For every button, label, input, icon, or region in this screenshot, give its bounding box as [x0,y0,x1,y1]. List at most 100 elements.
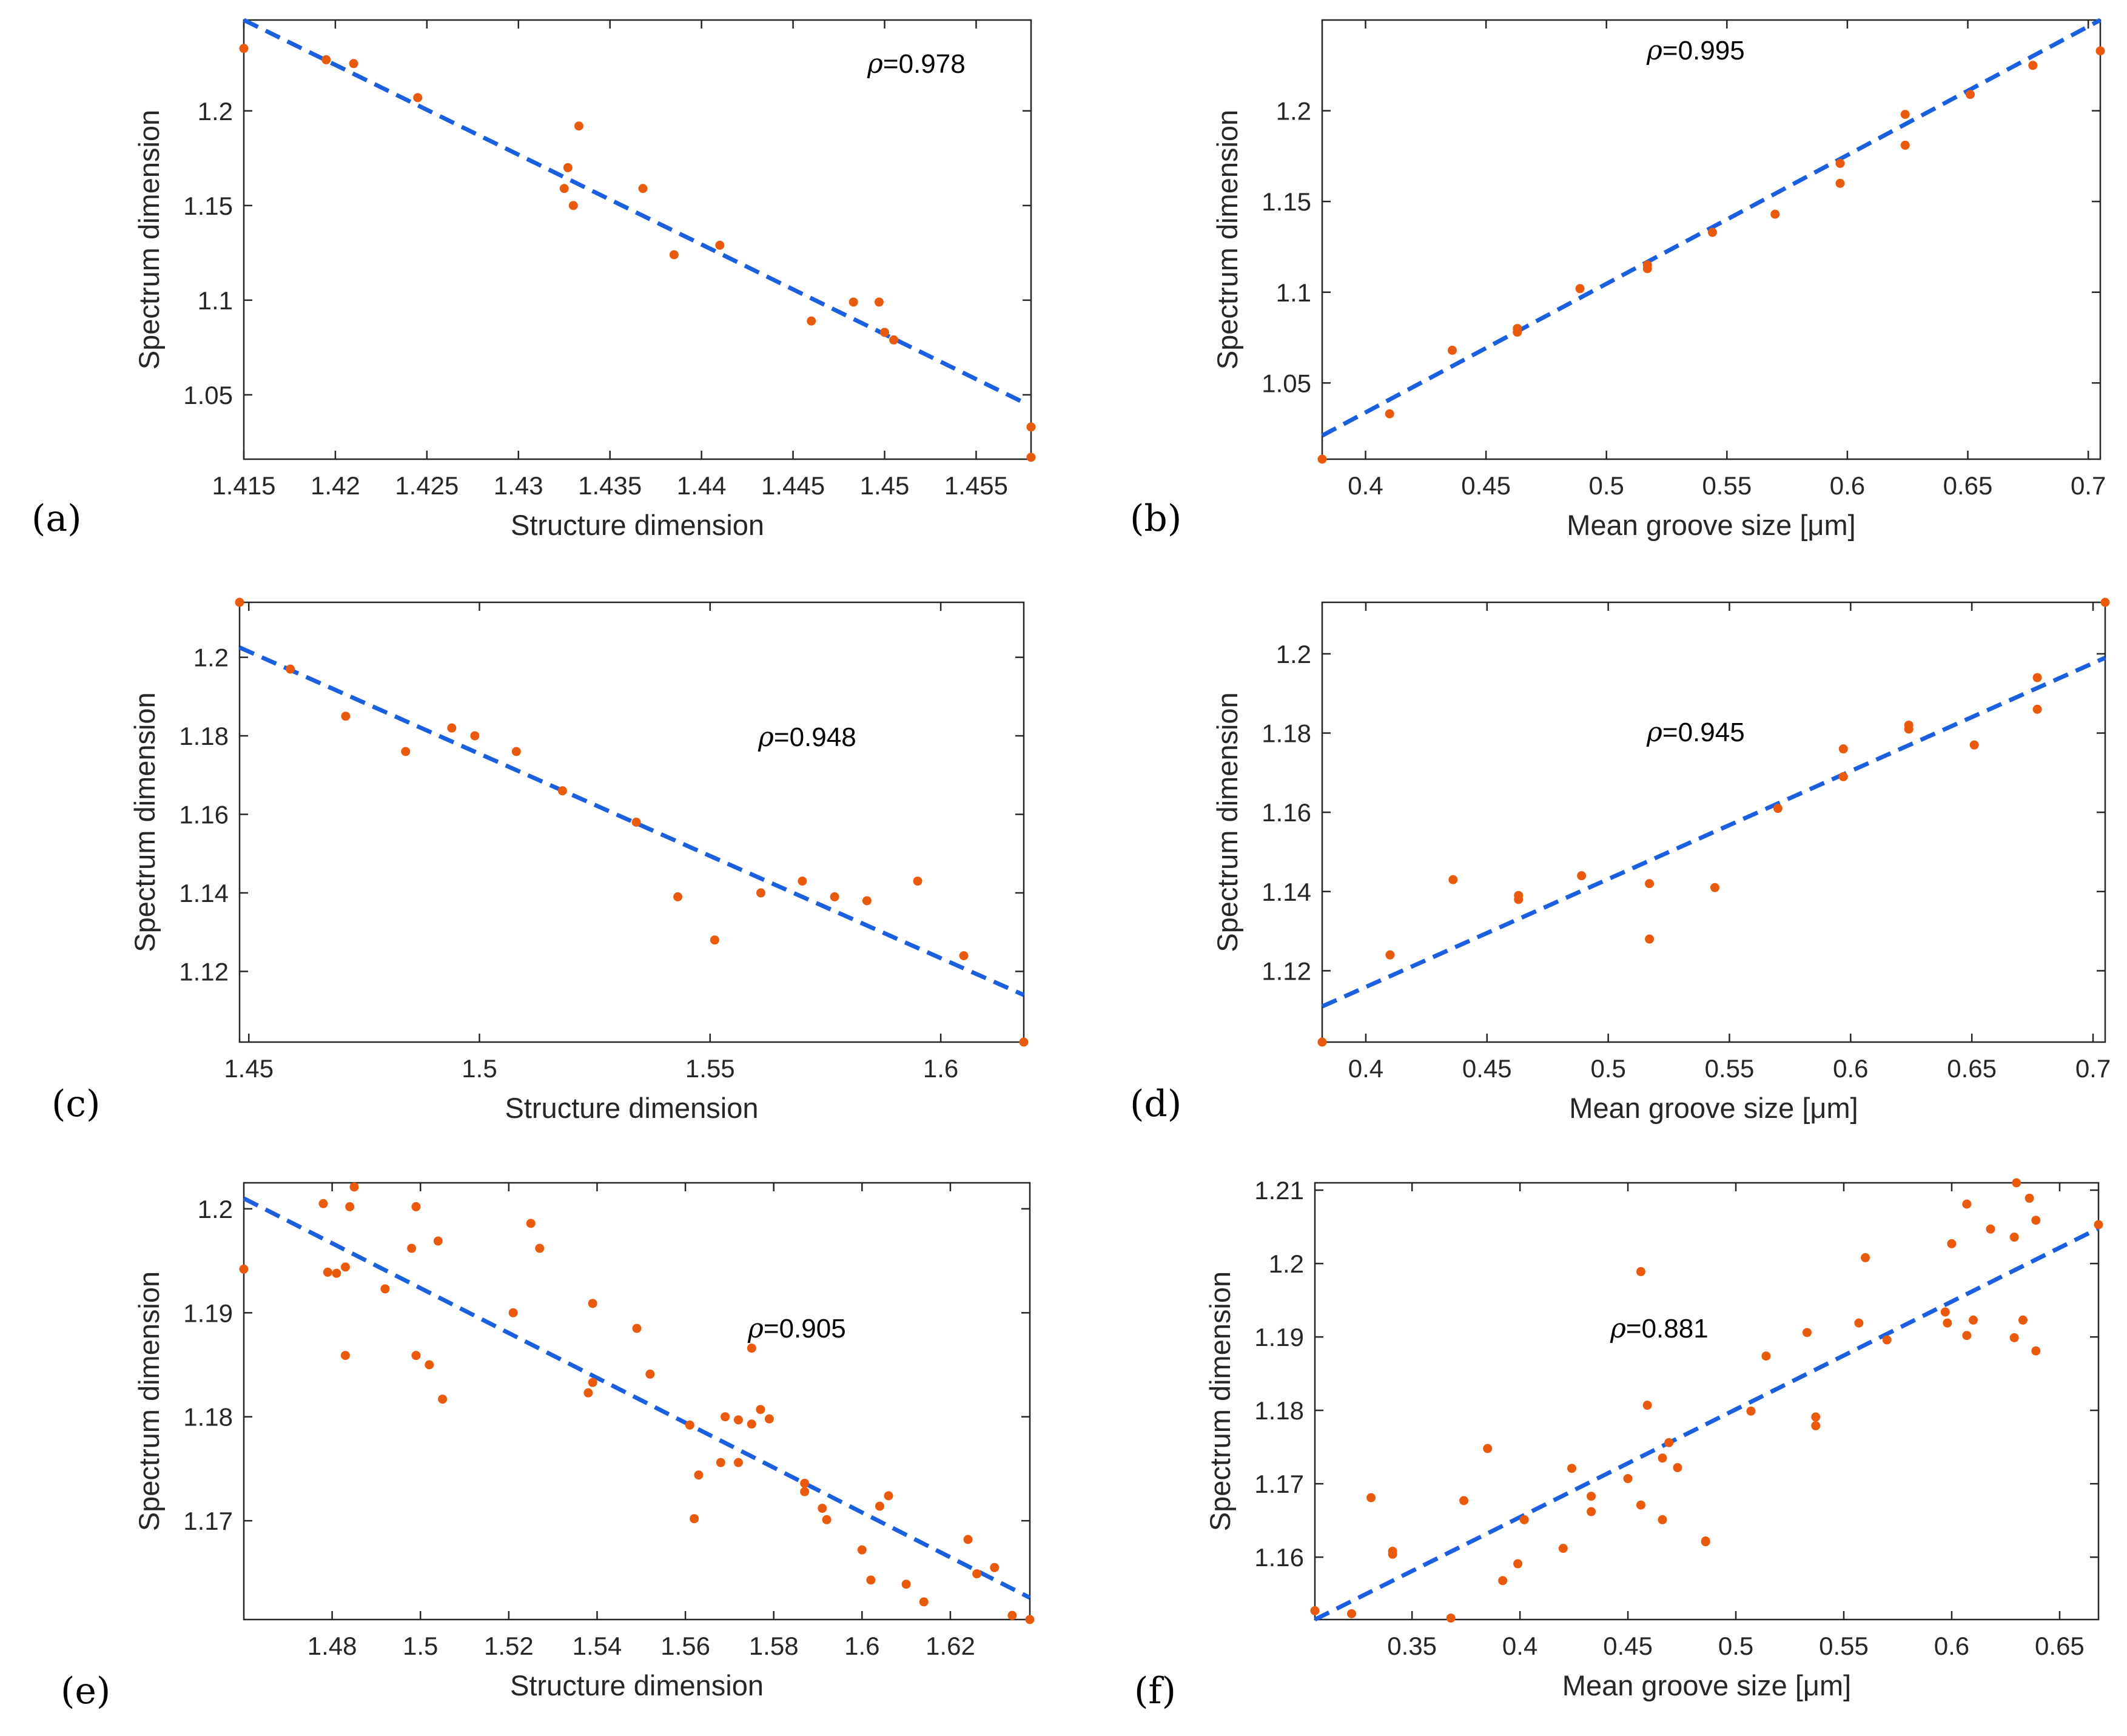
data-point [1835,158,1845,168]
data-point [716,1458,725,1467]
rho-value: =0.948 [774,722,856,752]
data-point [1007,1610,1017,1620]
y-axis-label: Spectrum dimension [133,110,165,369]
rho-value: =0.995 [1662,36,1745,66]
x-tick-label: 0.6 [1934,1632,1969,1660]
y-tick-label: 1.14 [1262,878,1311,906]
y-tick-label: 1.16 [1254,1543,1304,1572]
x-tick-label: 0.6 [1833,1054,1868,1083]
x-tick-label: 1.52 [484,1632,534,1660]
data-point [866,1575,876,1585]
data-point [1966,90,1975,99]
y-tick-label: 1.2 [198,97,233,126]
x-tick-label: 1.5 [403,1632,438,1660]
data-point [715,240,725,250]
data-point [508,1308,518,1317]
data-point [1710,883,1719,892]
data-point [721,1412,730,1422]
data-point [1513,1559,1523,1569]
data-point [901,1580,911,1589]
x-tick-label: 0.5 [1590,1054,1625,1083]
panel-d: 0.4 0.45 0.5 0.55 0.6 0.65 0.7 1.12 1.14 1.16 1.18… [1130,597,2111,1125]
data-point [880,328,890,337]
data-point [818,1504,827,1513]
correlation-annotation: ρ=0.881 [1610,1313,1709,1344]
data-point [349,59,358,69]
data-point [1882,1335,1892,1345]
correlation-annotation: ρ=0.945 [1646,717,1745,748]
data-point [563,163,573,172]
data-point [1645,879,1655,889]
x-axis-label: Structure dimension [511,509,764,541]
data-point [857,1545,867,1555]
data-point [1701,1536,1710,1546]
data-point [1658,1453,1667,1463]
x-tick-label: 1.5 [462,1054,497,1083]
data-point [1673,1463,1682,1473]
x-tick-label: 0.65 [2035,1632,2085,1660]
y-tick-label: 1.2 [1269,1250,1304,1278]
data-point [1761,1351,1771,1361]
x-axis-label: Mean groove size [μm] [1567,509,1855,541]
plot-frame [1321,601,2106,1043]
x-axis-label: Structure dimension [510,1669,764,1701]
y-tick-label: 1.1 [1276,278,1311,307]
data-point [800,1487,810,1496]
x-tick-label: 1.415 [212,471,275,500]
data-point [1025,1615,1035,1624]
data-point [1835,178,1845,188]
data-point [862,896,872,906]
panel-label: (d) [1130,1083,1181,1125]
x-tick-label: 1.43 [494,471,543,500]
y-tick-label: 1.18 [179,722,229,750]
data-point [756,888,765,898]
data-point [1446,1613,1456,1623]
data-point [1642,260,1652,270]
x-tick-label: 1.58 [749,1632,799,1660]
y-tick-label: 1.18 [183,1403,233,1432]
y-tick-label: 1.1 [198,286,233,315]
data-point [690,1514,699,1524]
data-point [1943,1318,1952,1328]
x-tick-label: 1.55 [685,1054,735,1083]
data-point [1514,895,1524,904]
panel-label: (e) [61,1670,110,1712]
data-point [919,1597,929,1607]
x-tick-label: 1.42 [311,471,360,500]
data-point [1587,1507,1596,1516]
rho-symbol: ρ [1646,717,1662,748]
y-tick-label: 1.21 [1254,1176,1304,1205]
x-tick-label: 0.55 [1819,1632,1869,1660]
regression-line [1321,656,2106,1009]
data-point [568,201,578,210]
data-point [1366,1493,1376,1502]
data-point [2094,1220,2103,1230]
data-point [1567,1464,1577,1473]
data-point [239,44,249,53]
data-point [2100,597,2110,607]
data-point [340,1351,350,1361]
plot-frame [1314,1182,2100,1621]
data-point [1658,1515,1667,1524]
x-tick-label: 1.62 [926,1632,975,1660]
data-point [438,1395,448,1404]
data-point [1746,1406,1756,1416]
data-point [411,1351,421,1361]
plot-frame [243,19,1032,460]
data-point [413,93,423,103]
data-point [1385,950,1395,960]
data-point [2031,1346,2041,1356]
rho-value: =0.978 [883,49,966,79]
data-point [411,1202,421,1211]
data-point [1519,1515,1529,1524]
data-point [239,1264,249,1274]
data-point [1347,1609,1357,1618]
y-tick-label: 1.14 [179,879,229,907]
plot-frame [238,601,1025,1043]
x-tick-label: 1.54 [573,1632,622,1660]
data-point [321,55,331,65]
regression-line [1321,18,2102,438]
data-point [323,1267,332,1277]
data-point [2012,1178,2021,1188]
